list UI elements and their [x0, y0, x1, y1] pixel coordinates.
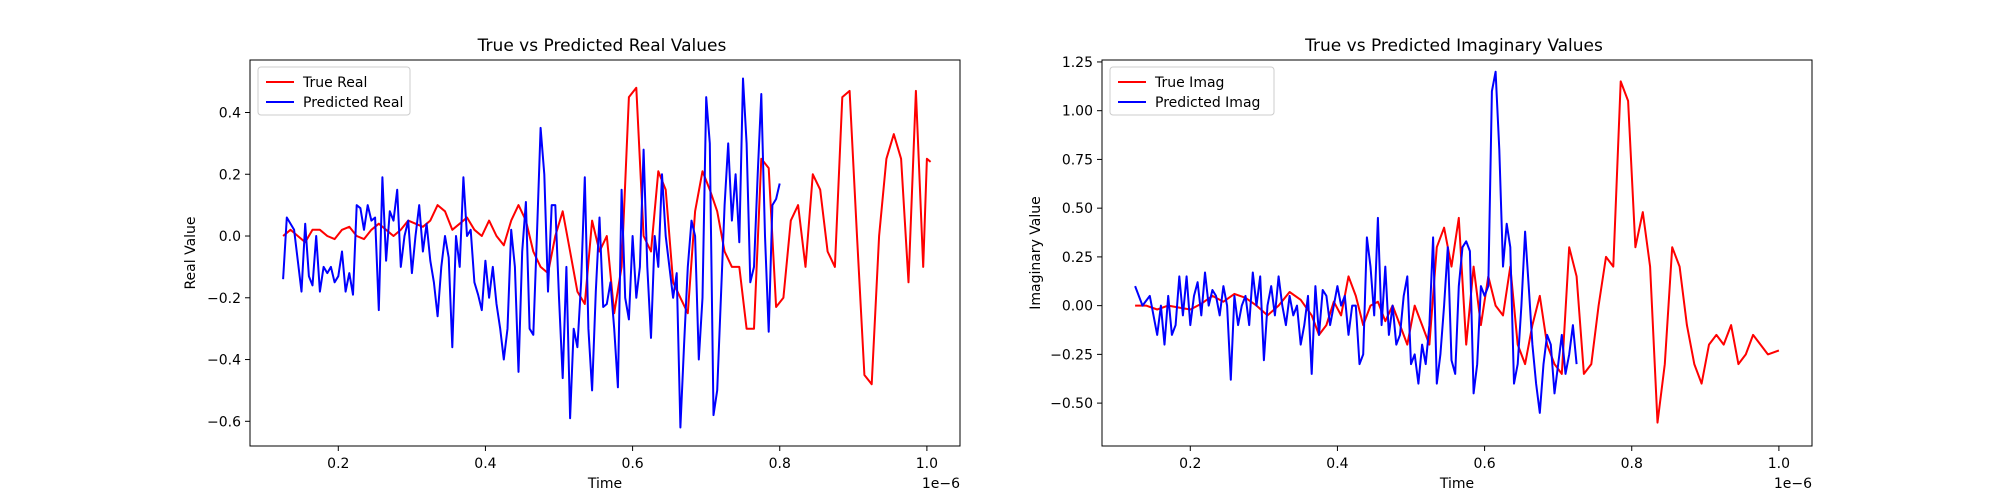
y-tick-label: 0.75 — [1062, 152, 1093, 168]
y-axis-label: Imaginary Value — [1028, 196, 1044, 310]
axes-frame — [1101, 59, 1813, 447]
series-line-predicted — [1134, 70, 1578, 414]
y-axis: −0.50 −0.25 0.00 0.25 0.50 0.75 1.00 1.25 — [1050, 55, 1102, 412]
x-tick-label: 0.4 — [1326, 456, 1348, 472]
x-tick-label: 0.2 — [327, 456, 349, 472]
x-tick-label: 0.4 — [474, 456, 496, 472]
x-offset-label: 1e−6 — [1774, 476, 1812, 492]
x-tick-label: 0.2 — [1179, 456, 1201, 472]
legend-label: Predicted Real — [303, 95, 403, 111]
y-tick-label: 1.25 — [1062, 55, 1093, 71]
series-line-predicted — [282, 77, 781, 429]
y-axis-label: Real Value — [183, 216, 199, 289]
y-tick-label: −0.50 — [1050, 396, 1093, 412]
y-axis: −0.6 −0.4 −0.2 0.0 0.2 0.4 — [207, 105, 250, 430]
x-axis: 0.2 0.4 0.6 0.8 1.0 — [327, 446, 938, 472]
x-tick-label: 1.0 — [1768, 456, 1790, 472]
x-tick-label: 0.8 — [1621, 456, 1643, 472]
x-tick-label: 0.6 — [1473, 456, 1495, 472]
y-tick-label: −0.2 — [207, 291, 241, 307]
legend-label: True Real — [302, 75, 367, 91]
y-tick-label: 0.50 — [1062, 201, 1093, 217]
x-axis: 0.2 0.4 0.6 0.8 1.0 — [1179, 446, 1790, 472]
chart-real-values: True vs Predicted Real Values 0.2 0.4 0.6 0… — [183, 36, 961, 492]
x-tick-label: 1.0 — [916, 456, 938, 472]
series-group — [1134, 70, 1780, 424]
axes-frame — [249, 59, 961, 447]
y-tick-label: 0.00 — [1062, 299, 1093, 315]
legend-label: True Imag — [1154, 75, 1224, 91]
x-offset-label: 1e−6 — [922, 476, 960, 492]
x-axis-label: Time — [587, 476, 622, 492]
legend: True Imag Predicted Imag — [1109, 66, 1275, 116]
y-tick-label: 0.4 — [219, 105, 241, 121]
y-tick-label: 0.0 — [219, 229, 241, 245]
series-line-true — [1135, 80, 1780, 424]
chart-title: True vs Predicted Real Values — [477, 36, 727, 56]
legend: True Real Predicted Real — [257, 66, 411, 116]
legend-label: Predicted Imag — [1155, 95, 1260, 111]
legend-box — [1109, 66, 1275, 116]
x-tick-label: 0.6 — [621, 456, 643, 472]
series-line-true — [282, 86, 932, 386]
y-tick-label: 0.25 — [1062, 250, 1093, 266]
y-tick-label: −0.25 — [1050, 347, 1093, 363]
series-group — [282, 77, 932, 429]
chart-title: True vs Predicted Imaginary Values — [1304, 36, 1603, 56]
x-tick-label: 0.8 — [769, 456, 791, 472]
legend-box — [257, 66, 411, 116]
y-tick-label: 1.00 — [1062, 104, 1093, 120]
x-axis-label: Time — [1439, 476, 1474, 492]
y-tick-label: −0.6 — [207, 414, 241, 430]
y-tick-label: −0.4 — [207, 353, 241, 369]
chart-imaginary-values: True vs Predicted Imaginary Values 0.2 0.… — [1028, 36, 1813, 492]
y-tick-label: 0.2 — [219, 167, 241, 183]
